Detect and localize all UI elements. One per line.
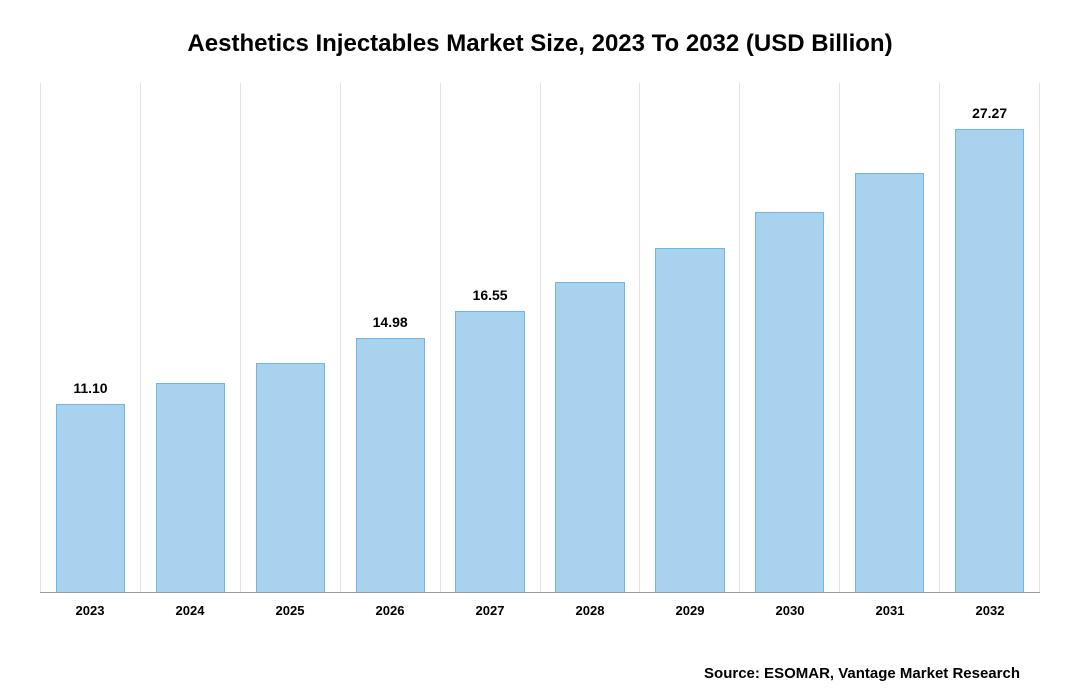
bar-slot (839, 83, 939, 592)
bar-slot: 16.55 (440, 83, 540, 592)
chart-title: Aesthetics Injectables Market Size, 2023… (40, 30, 1040, 58)
x-axis-label: 2030 (740, 603, 840, 618)
bar-slot: 14.98 (340, 83, 440, 592)
x-axis-label: 2029 (640, 603, 740, 618)
x-axis-label: 2025 (240, 603, 340, 618)
bar-value-label: 16.55 (441, 287, 540, 303)
x-axis-label: 2023 (40, 603, 140, 618)
bar-slot: 27.27 (939, 83, 1040, 592)
bar (655, 248, 724, 592)
chart-container: Aesthetics Injectables Market Size, 2023… (0, 0, 1080, 700)
x-axis-label: 2026 (340, 603, 440, 618)
bar (855, 173, 924, 592)
x-axis-label: 2024 (140, 603, 240, 618)
bar-slot (140, 83, 240, 592)
bar (356, 338, 425, 592)
x-axis-label: 2032 (940, 603, 1040, 618)
x-axis-label: 2031 (840, 603, 940, 618)
bar-slot (739, 83, 839, 592)
bar-slot (639, 83, 739, 592)
x-axis-label: 2028 (540, 603, 640, 618)
bar (256, 363, 325, 592)
bar-value-label: 11.10 (41, 380, 140, 396)
bar (455, 311, 524, 592)
source-attribution: Source: ESOMAR, Vantage Market Research (704, 665, 1020, 682)
bar-slot: 11.10 (40, 83, 140, 592)
bar-slot (240, 83, 340, 592)
x-axis: 2023202420252026202720282029203020312032 (40, 603, 1040, 618)
bar-value-label: 27.27 (940, 105, 1039, 121)
bar (56, 404, 125, 592)
bars-row: 11.10 14.9816.55 27.27 (40, 83, 1040, 593)
x-axis-label: 2027 (440, 603, 540, 618)
bar (755, 212, 824, 592)
bar (955, 129, 1024, 592)
bar-slot (540, 83, 640, 592)
bar (555, 282, 624, 592)
bar (156, 383, 225, 592)
plot-area: 11.1014.9816.5527.27 2023202420252026202… (40, 83, 1040, 618)
bar-value-label: 14.98 (341, 314, 440, 330)
